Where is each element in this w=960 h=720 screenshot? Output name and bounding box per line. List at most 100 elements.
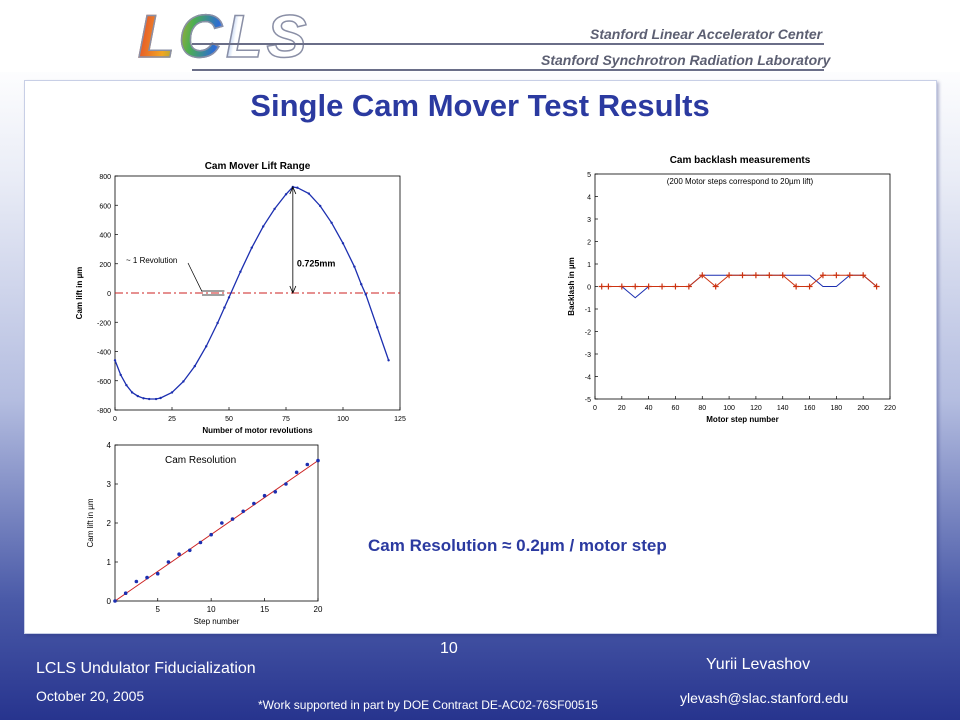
backlash-marker: [819, 272, 826, 279]
fit-line: [114, 460, 319, 602]
lift-point: [330, 221, 333, 224]
lift-point: [205, 345, 208, 348]
amplitude-arrow-tail: [289, 285, 297, 295]
backlash-marker: [860, 272, 867, 279]
y-tick-label: 0: [587, 285, 591, 292]
x-tick-label: 60: [672, 405, 680, 412]
backlash-marker: [605, 283, 612, 290]
lift-curve: [114, 186, 390, 400]
author-email[interactable]: ylevash@slac.stanford.edu: [680, 690, 849, 706]
backlash-marker: [685, 283, 692, 290]
lift-point: [250, 246, 253, 249]
chart-subtitle: (200 Motor steps correspond to 20µm lift…: [667, 177, 814, 186]
resolution-point: [155, 571, 160, 576]
lift-point: [223, 306, 226, 309]
x-tick-label: 200: [857, 405, 869, 412]
x-tick-label: 15: [260, 605, 269, 614]
y-tick-label: 4: [587, 195, 591, 202]
resolution-point: [273, 490, 278, 494]
x-tick-label: 40: [645, 405, 653, 412]
chart-title: Cam Resolution: [165, 455, 236, 466]
x-tick-label: 50: [225, 416, 233, 423]
x-tick-label: 25: [168, 416, 176, 423]
x-axis-label: Number of motor revolutions: [202, 426, 313, 435]
lift-point: [353, 265, 356, 268]
x-tick-label: 140: [777, 405, 789, 412]
y-tick-label: -5: [585, 397, 591, 404]
lift-point: [182, 380, 185, 383]
backlash-marker: [659, 283, 666, 290]
resolution-point: [123, 591, 128, 595]
y-tick-label: -200: [97, 320, 111, 327]
lift-point: [376, 326, 379, 329]
y-axis-label: Backlash in µm: [567, 257, 576, 315]
lift-point: [387, 359, 390, 362]
lift-point: [119, 373, 122, 377]
backlash-marker: [833, 272, 840, 279]
lift-point: [136, 394, 139, 398]
org-slac: Stanford Linear Accelerator Center: [590, 26, 823, 42]
y-axis-label: Cam lift in µm: [75, 267, 84, 320]
backlash-chart: 0 20 40 60 80 100 120 140 160 180 200 220-5-4-3-2-1…: [567, 155, 896, 424]
lift-point: [284, 193, 288, 196]
y-tick-label: 800: [99, 174, 111, 181]
x-tick-label: 120: [750, 405, 762, 412]
y-tick-label: 600: [99, 203, 111, 210]
backlash-marker: [806, 283, 813, 290]
annotation-amplitude: 0.725mm: [297, 259, 336, 269]
y-tick-label: -1: [585, 307, 591, 314]
backlash-marker: [846, 272, 853, 279]
lift-point: [159, 396, 162, 400]
content-panel: [24, 80, 937, 634]
chart-title: Cam backlash measurements: [670, 155, 811, 166]
page-number: 10: [440, 640, 458, 657]
y-tick-label: 4: [107, 441, 112, 450]
backlash-marker: [739, 272, 746, 279]
lift-point: [216, 321, 219, 325]
lift-point: [170, 391, 174, 394]
lift-point: [113, 359, 117, 362]
resolution-point: [284, 482, 288, 486]
x-tick-label: 0: [593, 405, 597, 412]
lift-point: [130, 391, 134, 394]
backlash-marker: [632, 283, 639, 290]
y-tick-label: 1: [587, 262, 591, 269]
backlash-marker: [598, 283, 605, 290]
lift-point: [142, 397, 145, 400]
x-tick-label: 0: [113, 416, 117, 423]
resolution-note: Cam Resolution ≈ 0.2µm / motor step: [368, 536, 667, 555]
amplitude-arrow-head: [289, 185, 297, 195]
backlash-marker: [726, 272, 733, 279]
revolution-leader: [187, 262, 203, 292]
lift-point: [360, 283, 363, 286]
presentation-date: October 20, 2005: [36, 688, 145, 704]
backlash-marker: [793, 283, 800, 290]
backlash-marker: [779, 272, 786, 279]
lift-point: [239, 270, 242, 273]
resolution-point: [145, 575, 149, 580]
lift-point: [154, 397, 158, 401]
x-tick-label: 125: [394, 416, 406, 423]
y-tick-label: -2: [585, 330, 591, 337]
chart-title: Cam Mover Lift Range: [205, 161, 311, 172]
y-tick-label: 0: [107, 291, 111, 298]
lift-range-chart: 0 25 50 75 100 125 -800 -600 -400 -200 0 200 400 600 8…: [75, 161, 406, 435]
backlash-marker: [699, 272, 706, 279]
x-tick-label: 20: [618, 405, 626, 412]
y-tick-label: -4: [585, 375, 591, 382]
backlash-series-line: [601, 274, 877, 288]
backlash-marker: [645, 283, 652, 290]
backlash-marker: [618, 283, 625, 290]
lift-point: [148, 397, 151, 401]
y-tick-label: -3: [585, 352, 591, 359]
x-tick-label: 75: [282, 416, 290, 423]
y-tick-label: 0: [107, 597, 112, 606]
y-tick-label: 200: [99, 262, 111, 269]
backlash-marker: [712, 283, 719, 290]
header-divider-2: [192, 69, 824, 71]
resolution-point: [262, 493, 267, 498]
lift-point: [364, 293, 367, 296]
x-tick-label: 5: [156, 605, 161, 614]
lift-point: [273, 207, 276, 211]
resolution-point: [209, 532, 213, 537]
